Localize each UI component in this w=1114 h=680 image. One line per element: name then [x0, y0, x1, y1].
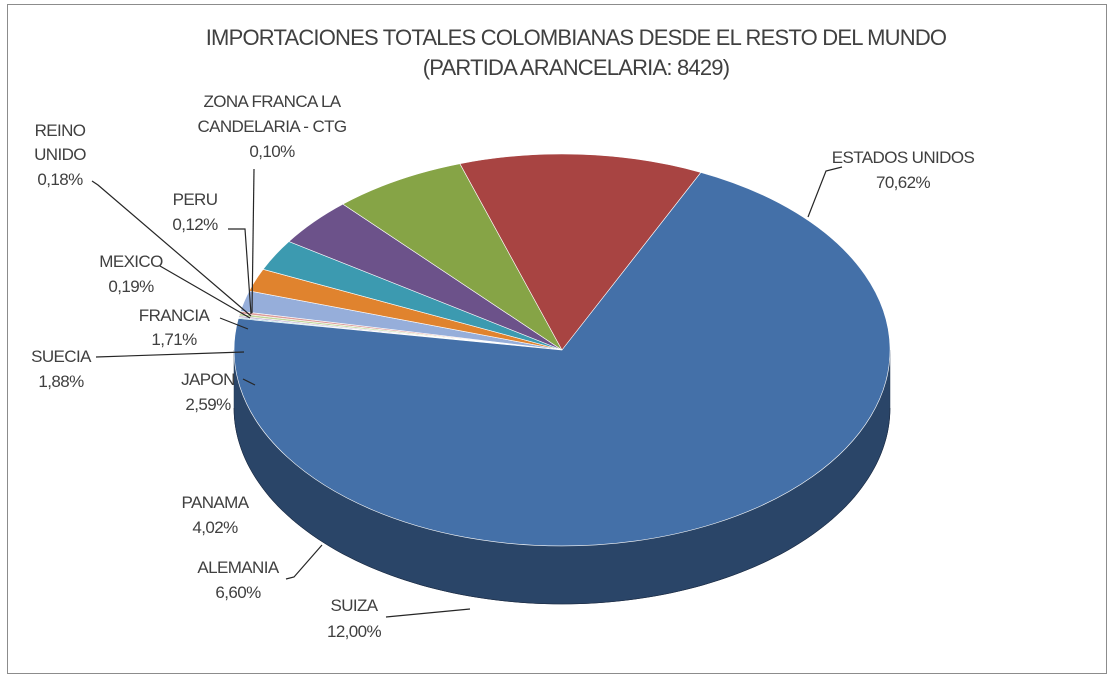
chart-subtitle: (PARTIDA ARANCELARIA: 8429)	[423, 55, 730, 80]
data-label-value-suiza: 12,00%	[327, 622, 382, 641]
pie-slice-alemania	[342, 163, 563, 351]
data-label-value-alemania: 6,60%	[215, 583, 261, 602]
data-label-name-reino-unido: UNIDO	[34, 145, 86, 164]
data-label-name-suiza: SUIZA	[330, 596, 378, 615]
leader-line-suiza	[385, 608, 471, 618]
data-label-name-francia: FRANCIA	[139, 306, 211, 325]
pie-slice-estados-unidos	[233, 172, 891, 547]
data-label-name-alemania: ALEMANIA	[197, 558, 279, 577]
pie-slice-suiza	[459, 153, 702, 351]
data-label-name-estados-unidos: ESTADOS UNIDOS	[832, 148, 975, 167]
data-label-value-zona-franca-la-candelaria-ctg: 0,10%	[249, 142, 295, 161]
pie-chart: IMPORTACIONES TOTALES COLOMBIANAS DESDE …	[31, 25, 975, 641]
data-label-name-suecia: SUECIA	[31, 347, 92, 366]
leader-line-peru	[228, 228, 252, 315]
data-label-name-panama: PANAMA	[182, 493, 250, 512]
data-label-value-panama: 4,02%	[192, 518, 238, 537]
data-label-name-zona-franca-la-candelaria-ctg: ZONA FRANCA LA	[203, 92, 341, 111]
data-label-value-peru: 0,12%	[172, 215, 218, 234]
leader-line-zona-franca-la-candelaria-ctg	[251, 168, 255, 314]
data-label-value-suecia: 1,88%	[38, 372, 84, 391]
leader-line-reino-unido	[91, 180, 252, 317]
data-label-name-peru: PERU	[173, 190, 218, 209]
data-label-value-francia: 1,71%	[151, 330, 197, 349]
data-label-value-japon: 2,59%	[185, 395, 231, 414]
leader-line-estados-unidos	[807, 166, 843, 218]
leader-line-japon	[242, 378, 256, 386]
data-label-value-reino-unido: 0,18%	[37, 170, 83, 189]
data-label-value-estados-unidos: 70,62%	[876, 173, 931, 192]
data-label-name-reino-unido: REINO	[35, 121, 86, 140]
data-label-name-japon: JAPON	[181, 370, 235, 389]
pie-base-edge	[233, 407, 891, 605]
chart-title: IMPORTACIONES TOTALES COLOMBIANAS DESDE …	[206, 25, 947, 50]
data-label-name-zona-franca-la-candelaria-ctg: CANDELARIA - CTG	[197, 117, 346, 136]
data-label-name-mexico: MEXICO	[99, 252, 163, 271]
data-label-value-mexico: 0,19%	[108, 277, 154, 296]
leader-line-alemania	[285, 544, 323, 580]
chart-frame: IMPORTACIONES TOTALES COLOMBIANAS DESDE …	[7, 4, 1107, 674]
leader-line-suecia	[95, 351, 245, 358]
leader-line-francia	[219, 317, 249, 330]
leader-line-mexico	[159, 265, 251, 319]
